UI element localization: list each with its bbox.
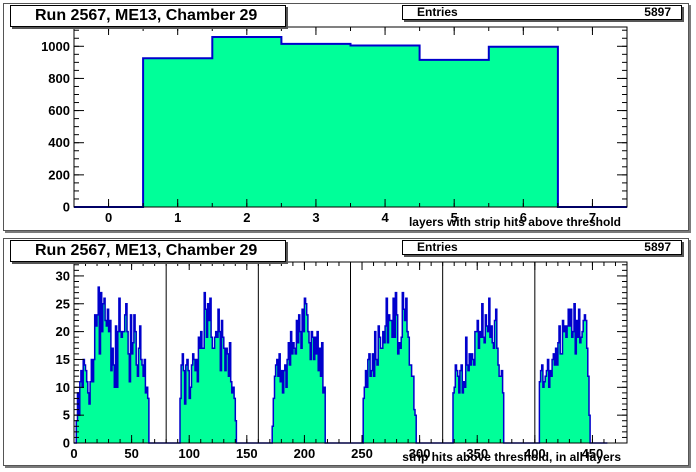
x-tick-label: 3 (312, 210, 319, 225)
y-tick-label: 600 (48, 103, 70, 118)
y-tick-label: 400 (48, 135, 70, 150)
x-tick-label: 0 (105, 210, 112, 225)
stats-entries-label: Entries (417, 240, 458, 254)
y-tick-label: 10 (56, 380, 70, 395)
histogram-fill (74, 287, 608, 443)
x-tick-label: 250 (351, 446, 373, 461)
x-axis-label: strip hits above threshold, in all layer… (402, 450, 621, 464)
stats-entries-value: 5897 (644, 5, 671, 19)
y-tick-label: 15 (56, 352, 70, 367)
x-tick-label: 350 (466, 446, 488, 461)
x-tick-label: 450 (582, 446, 604, 461)
strip-hits-histogram: 0 50 100 150 200 250 300 350 400 450051015202530 … (56, 261, 628, 464)
layer-boundaries (165, 262, 536, 443)
y-tick-label: 0 (63, 436, 70, 451)
x-tick-label: 150 (236, 446, 258, 461)
bottom-axes: 0 50 100 150 200 250 300 350 400 450 0 5 10 15 20 25 30 (56, 261, 628, 461)
top-axes: 0 1 2 3 4 5 6 7 0 200 400 600 800 1000 (41, 26, 628, 225)
bottom-stats-box: Entries 5897 (402, 240, 682, 255)
x-tick-label: 100 (178, 446, 200, 461)
x-tick-label: 1 (174, 210, 181, 225)
histogram-fill (74, 37, 627, 207)
top-stats-box: Entries 5897 (402, 5, 682, 20)
y-tick-label: 200 (48, 167, 70, 182)
x-tick-label: 4 (381, 210, 389, 225)
x-tick-label: 7 (589, 210, 596, 225)
bottom-chart-title: Run 2567, ME13, Chamber 29 (10, 240, 286, 262)
stats-entries-label: Entries (417, 5, 458, 19)
y-tick-label: 25 (56, 296, 70, 311)
x-tick-label: 0 (70, 446, 77, 461)
x-tick-label: 400 (524, 446, 546, 461)
y-tick-label: 20 (56, 324, 70, 339)
stats-entries-value: 5897 (644, 240, 671, 254)
x-tick-label: 200 (294, 446, 316, 461)
x-tick-label: 6 (520, 210, 527, 225)
x-axis-label: layers with strip hits above threshold (409, 215, 621, 229)
y-tick-label: 0 (63, 200, 70, 215)
x-tick-label: 2 (243, 210, 250, 225)
y-tick-label: 800 (48, 71, 70, 86)
top-chart-title: Run 2567, ME13, Chamber 29 (10, 5, 286, 27)
histogram-outline (74, 286, 608, 444)
y-tick-label: 5 (63, 408, 70, 423)
layers-histogram: 0 1 2 3 4 5 6 7 0 200 400 600 800 1000 layers with st… (41, 26, 628, 229)
x-tick-label: 50 (124, 446, 138, 461)
histogram-outline (74, 36, 627, 208)
x-tick-label: 5 (451, 210, 458, 225)
x-tick-label: 300 (409, 446, 431, 461)
y-tick-label: 1000 (41, 39, 70, 54)
y-tick-label: 30 (56, 268, 70, 283)
